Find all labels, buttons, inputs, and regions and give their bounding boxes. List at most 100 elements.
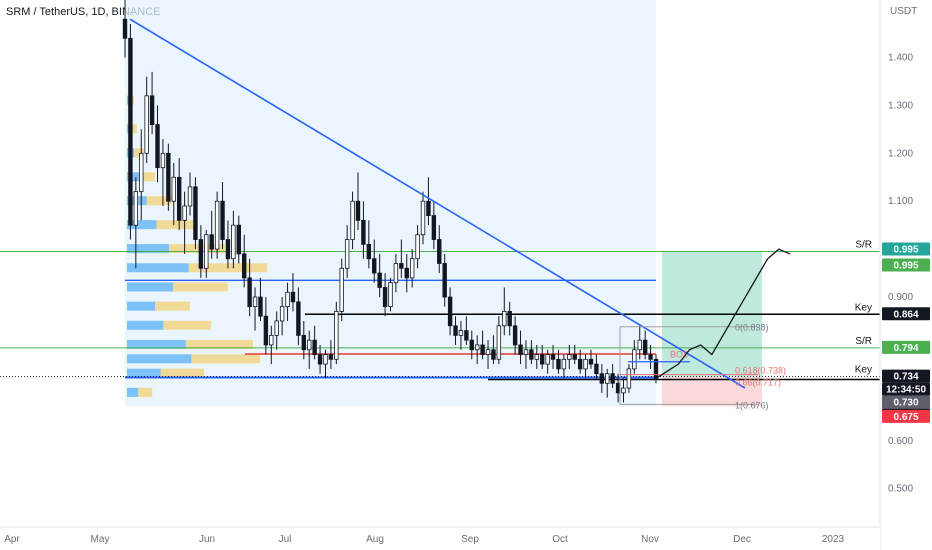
candle xyxy=(285,282,290,321)
candle-body xyxy=(279,306,285,322)
candle xyxy=(518,330,523,365)
candle-body xyxy=(193,186,198,240)
candle-body xyxy=(632,349,637,370)
profile-sell-bar xyxy=(191,354,260,364)
price-badge-text: 0.995 xyxy=(893,245,918,256)
candle xyxy=(561,354,567,379)
candle-body xyxy=(209,234,214,250)
candle-body xyxy=(296,301,301,336)
candle xyxy=(328,340,334,369)
candle-body xyxy=(447,296,453,327)
candle xyxy=(269,325,274,365)
y-tick-label: 1.400 xyxy=(888,52,913,63)
candle xyxy=(572,344,577,365)
profile-buy-bar xyxy=(127,301,155,311)
candle xyxy=(176,158,182,230)
candle-body xyxy=(187,186,193,207)
candle-body xyxy=(540,354,545,365)
price-axis-background xyxy=(880,0,932,550)
candle xyxy=(621,378,626,403)
symbol-title: SRM / TetherUS, 1D, BINANCE xyxy=(6,6,161,18)
y-tick-label: 1.100 xyxy=(888,196,913,207)
candle-body xyxy=(518,344,523,355)
candle xyxy=(214,191,220,259)
candle-body xyxy=(529,349,534,360)
candle-body xyxy=(252,296,258,308)
candle xyxy=(399,239,404,278)
candle-body xyxy=(637,339,642,351)
candle-body xyxy=(642,339,648,355)
profile-sell-bar xyxy=(138,387,153,397)
profile-sell-bar xyxy=(169,244,225,254)
level-label: S/R xyxy=(855,336,872,347)
candle xyxy=(361,201,366,259)
candle xyxy=(204,229,209,278)
candle-body xyxy=(176,176,182,221)
fib-0-label: 0(0.838) xyxy=(735,323,769,333)
candle-body xyxy=(426,200,431,216)
candle-body xyxy=(437,239,442,264)
candle-body xyxy=(458,330,464,336)
candle-body xyxy=(491,349,496,360)
profile-buy-bar xyxy=(127,320,164,330)
price-labels: S/R Key S/R Key 0.995 0.995 0.864 0.794 0.734 12:… xyxy=(855,240,930,423)
price-badge-box xyxy=(882,409,930,423)
candle xyxy=(458,320,464,350)
candle xyxy=(550,344,556,369)
candle-body xyxy=(577,358,583,370)
candle-body xyxy=(474,344,480,351)
x-tick-label: Aug xyxy=(366,534,384,545)
candle xyxy=(366,220,372,269)
candle-body xyxy=(334,311,339,360)
candle xyxy=(474,335,480,365)
candle-body xyxy=(166,152,171,202)
profile-buy-bar xyxy=(127,172,140,182)
profile-sell-bar xyxy=(146,196,172,206)
candle-body xyxy=(550,354,556,360)
price-badge-box xyxy=(882,369,930,383)
candle-body xyxy=(149,95,155,125)
candle-body xyxy=(561,358,567,370)
candle-body xyxy=(377,272,382,288)
candle xyxy=(149,71,155,135)
price-badge-box xyxy=(882,258,930,272)
axis-unit-label: USDT xyxy=(890,6,917,17)
candle xyxy=(637,325,642,360)
candle xyxy=(485,340,491,369)
candle-body xyxy=(301,334,307,351)
profile-sell-bar xyxy=(173,282,228,292)
candle-body xyxy=(567,354,572,360)
candle xyxy=(182,191,187,254)
y-tick-label: 0.600 xyxy=(888,436,913,447)
profile-sell-bar xyxy=(185,339,253,349)
x-tick-label: Jul xyxy=(279,534,292,545)
profile-buy-bar xyxy=(127,220,157,230)
candle-body xyxy=(599,373,605,384)
price-badge-text: 0.794 xyxy=(893,343,918,354)
candle xyxy=(334,301,339,365)
profile-sell-bar xyxy=(131,124,137,134)
price-badge-box xyxy=(882,340,930,354)
candle-body xyxy=(317,354,323,365)
candle-body xyxy=(258,296,263,317)
candle xyxy=(263,297,269,355)
candle-body xyxy=(350,200,355,240)
candle-body xyxy=(355,200,361,221)
candle-body xyxy=(225,239,231,260)
y-tick-label: 0.900 xyxy=(888,292,913,303)
candle-body xyxy=(198,239,204,269)
x-tick-label: Jun xyxy=(199,534,215,545)
x-tick-label: May xyxy=(91,534,110,545)
candle xyxy=(540,344,545,369)
x-tick-label: Dec xyxy=(733,534,751,545)
profile-sell-bar xyxy=(134,148,144,158)
candle xyxy=(231,210,236,269)
candle xyxy=(377,253,382,298)
candle xyxy=(128,23,133,240)
candle xyxy=(323,349,328,379)
x-tick-label: 2023 xyxy=(822,534,845,545)
candle xyxy=(122,0,128,58)
candle xyxy=(258,277,263,321)
